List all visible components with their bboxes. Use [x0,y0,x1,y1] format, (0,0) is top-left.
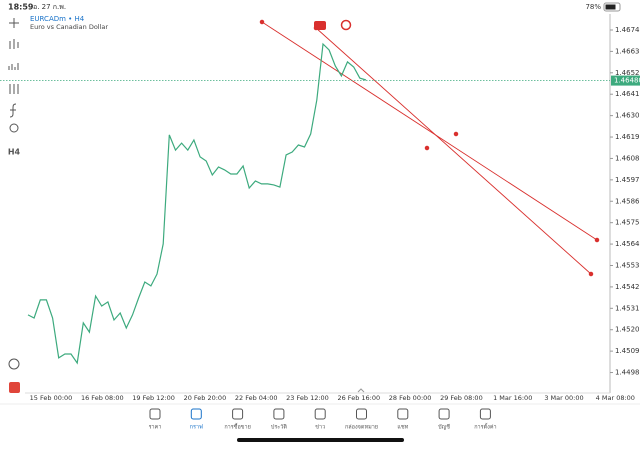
y-tick-label: 1.45530 [615,261,640,269]
battery-icon [603,2,621,12]
trade-badge[interactable] [340,19,352,31]
y-tick-label: 1.45200 [615,326,640,334]
nav-label[interactable]: การซื้อขาย [224,423,250,431]
function-tool[interactable] [9,103,17,118]
y-tick-label: 1.46740 [615,26,640,34]
y-tick-label: 1.46300 [615,112,640,120]
current-price-label: 1.46480 [614,77,640,85]
x-tick-label: 20 Feb 20:00 [184,394,227,402]
clock: 18:59 [8,3,34,12]
symbol[interactable]: EURCADm • H4 [30,15,85,23]
x-tick-label: 19 Feb 12:00 [132,394,175,402]
y-tick-label: 1.46410 [615,90,640,98]
nav-icon[interactable] [273,408,285,420]
anchor[interactable] [453,131,459,137]
y-tick-label: 1.45090 [615,347,640,355]
x-tick-label: 3 Mar 00:00 [544,394,583,402]
trendlines [259,19,600,277]
nav-icon[interactable] [356,408,367,420]
chart-type-tool[interactable] [9,39,19,49]
indicator-tool[interactable] [8,63,19,70]
nav-label[interactable]: ประวัติ [271,424,287,431]
anchor[interactable] [424,145,430,151]
x-tick-label: 1 Mar 16:00 [493,394,532,402]
settings-tool[interactable] [9,84,19,94]
date: อ. 27 ก.พ. [33,3,66,11]
crosshair-tool[interactable] [9,18,19,28]
scroll-handle[interactable] [357,388,365,393]
toolbar [8,18,20,370]
trendline[interactable] [261,21,598,241]
trade-badge[interactable] [314,21,326,30]
x-tick-label: 28 Feb 00:00 [389,394,432,402]
y-tick-label: 1.46520 [615,69,640,77]
y-tick-label: 1.45750 [615,219,640,227]
x-tick-label: 4 Mar 08:00 [596,394,635,402]
y-tick-label: 1.46630 [615,47,640,55]
x-tick-label: 23 Feb 12:00 [286,394,329,402]
nav-label[interactable]: การตั้งค่า [474,423,496,431]
y-tick-label: 1.45640 [615,240,640,248]
y-tick-label: 1.45310 [615,304,640,312]
y-tick-label: 1.44980 [615,369,640,377]
objects-tool[interactable] [9,123,19,133]
nav-label[interactable]: บัญชี [438,424,450,431]
nav-label[interactable]: แชท [397,424,408,431]
nav-label[interactable]: ข่าว [315,425,325,431]
nav-icon[interactable] [479,408,491,420]
nav-label[interactable]: ราคา [149,425,162,431]
nav-icon[interactable] [314,408,326,420]
price-line [27,42,367,365]
nav-icon[interactable] [149,408,161,420]
nav-icon[interactable] [438,408,450,420]
anchor[interactable] [259,19,265,25]
y-tick-label: 1.45970 [615,176,640,184]
nav-icon[interactable] [232,408,244,420]
nav-label[interactable]: กราฟ [190,424,203,431]
home-indicator [237,438,404,442]
battery-text: 78% [585,3,601,11]
x-tick-label: 29 Feb 08:00 [440,394,483,402]
x-tick-label: 22 Feb 04:00 [235,394,278,402]
y-tick-label: 1.46080 [615,154,640,162]
anchor[interactable] [588,271,594,277]
y-tick-label: 1.45420 [615,283,640,291]
nav-icon[interactable] [190,408,202,420]
battery-level [605,4,616,10]
y-tick-label: 1.45860 [615,197,640,205]
trade-tool[interactable] [8,358,20,370]
nav-icon[interactable] [397,408,409,420]
x-tick-label: 26 Feb 16:00 [337,394,380,402]
y-tick-label: 1.46190 [615,133,640,141]
anchor[interactable] [594,237,600,243]
description: Euro vs Canadian Dollar [30,23,108,31]
x-tick-label: 16 Feb 08:00 [81,394,124,402]
current-price-box [611,75,640,86]
x-tick-label: 15 Feb 00:00 [30,394,73,402]
trendline[interactable] [315,27,592,275]
app-icon[interactable] [9,382,20,393]
nav-label[interactable]: กล่องจดหมาย [345,425,378,431]
timeframe-button[interactable]: H4 [8,148,21,157]
